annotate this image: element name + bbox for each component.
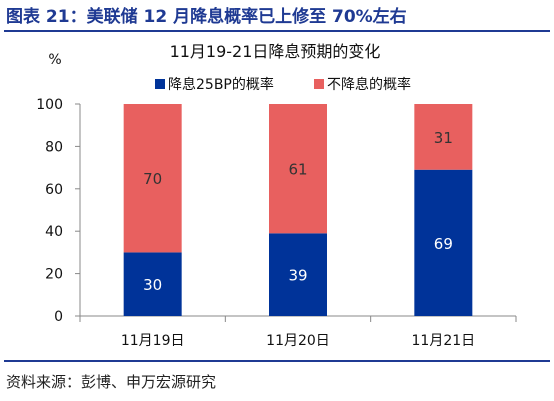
chart-title: 11月19-21日降息预期的变化 — [170, 42, 381, 61]
data-label: 69 — [434, 235, 453, 253]
bar-segment — [269, 104, 327, 234]
title-rule — [4, 30, 550, 32]
legend-label: 降息25BP的概率 — [168, 76, 274, 93]
x-tick-label: 11月21日 — [412, 333, 476, 349]
y-axis-unit: % — [48, 52, 61, 68]
legend: 降息25BP的概率 不降息的概率 — [155, 76, 411, 93]
x-tick-label: 11月20日 — [266, 333, 330, 349]
plot-area: 0 20 40 60 80 100 30 70 11月19日 39 61 11月20日 69 31 11月2… — [36, 97, 517, 349]
data-label: 70 — [143, 170, 162, 188]
bar-chart: 11月19-21日降息预期的变化 % 降息25BP的概率 不降息的概率 0 20 40… — [36, 42, 517, 349]
y-tick-label: 60 — [45, 182, 63, 198]
bar-segment — [414, 169, 473, 316]
source-note: 资料来源：彭博、申万宏源研究 — [6, 373, 217, 391]
source-rule — [4, 360, 550, 362]
bar-segment — [123, 252, 182, 316]
y-tick-label: 40 — [45, 224, 63, 240]
data-label: 30 — [143, 276, 162, 294]
legend-label: 不降息的概率 — [327, 76, 411, 93]
y-tick-label: 100 — [36, 97, 63, 113]
bar-segment — [123, 104, 182, 253]
x-tick-label: 11月19日 — [121, 333, 185, 349]
bar-segment — [269, 233, 327, 316]
legend-swatch — [155, 79, 165, 89]
y-tick-label: 80 — [45, 139, 63, 155]
data-label: 39 — [288, 267, 307, 285]
bar-segment — [414, 104, 473, 170]
legend-swatch — [314, 79, 324, 89]
figure-title: 图表 21：美联储 12 月降息概率已上修至 70%左右 — [6, 7, 407, 27]
data-label: 31 — [434, 129, 453, 147]
y-tick-label: 20 — [45, 267, 63, 283]
y-tick-label: 0 — [54, 309, 63, 325]
data-label: 61 — [288, 161, 307, 179]
